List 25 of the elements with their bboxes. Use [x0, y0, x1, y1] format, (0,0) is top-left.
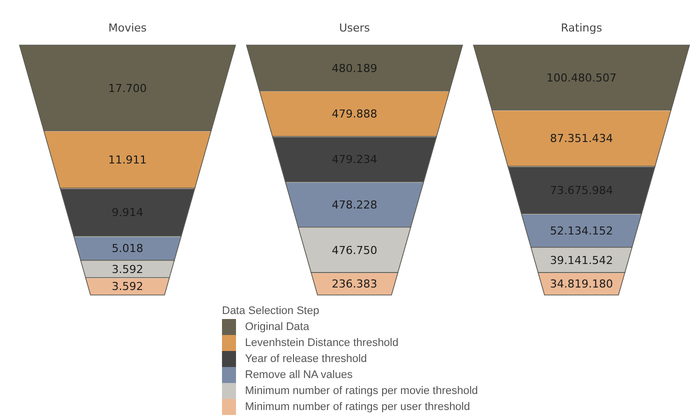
legend-title: Data Selection Step: [222, 304, 320, 319]
data-label: 478.228: [332, 198, 378, 212]
data-label: 100.480.507: [546, 71, 616, 84]
legend-label: Minimum number of ratings per user threshold: [245, 401, 470, 413]
data-label: 236.383: [332, 278, 378, 291]
data-label: 11.911: [108, 153, 147, 166]
data-label: 5.018: [112, 242, 144, 256]
category-label: Ratings: [560, 21, 602, 34]
data-label: 480.189: [332, 62, 378, 75]
data-label: 17.700: [108, 82, 147, 95]
data-label: 87.351.434: [550, 132, 613, 145]
data-label: 479.888: [332, 107, 378, 120]
category-label: Users: [339, 21, 370, 34]
data-label: 39.141.542: [550, 254, 613, 267]
data-label: 476.750: [332, 244, 378, 257]
legend-label: Original Data: [245, 321, 310, 333]
data-label: 3.592: [112, 262, 144, 276]
legend-label: Minimum number of ratings per movie threshold: [245, 385, 478, 397]
legend-label: Levenhstein Distance threshold: [245, 337, 398, 349]
legend-label: Year of release threshold: [245, 353, 367, 365]
data-label: 3.592: [112, 280, 144, 294]
data-label: 34.819.180: [550, 278, 613, 291]
data-label: 52.134.152: [550, 224, 613, 238]
category-label: Movies: [108, 21, 147, 34]
legend-label: Remove all NA values: [245, 369, 353, 381]
